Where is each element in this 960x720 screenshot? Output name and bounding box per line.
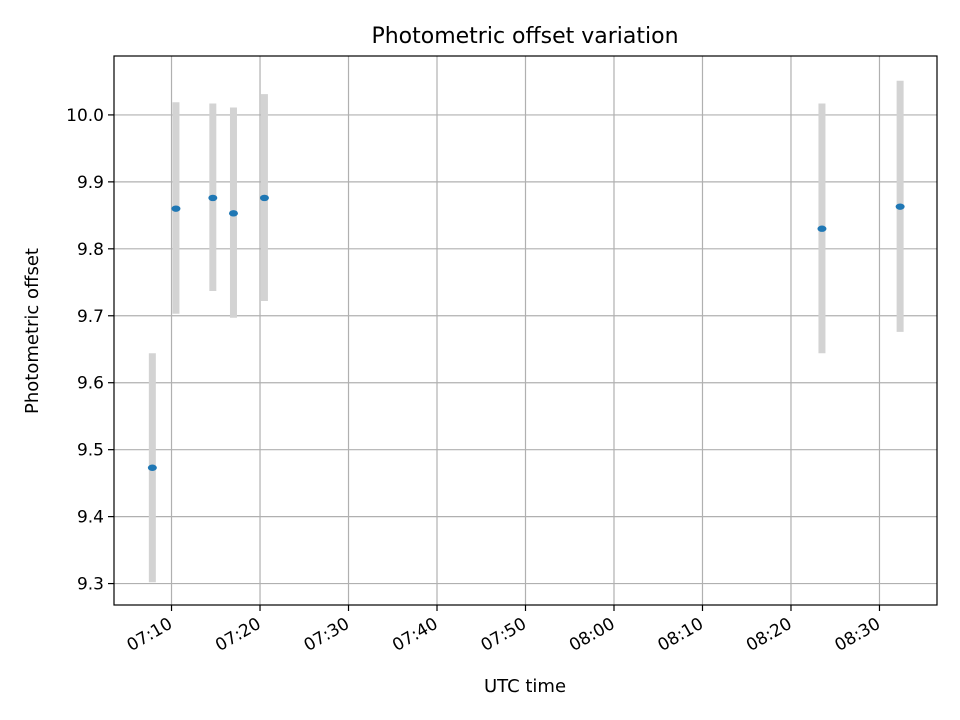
data-point xyxy=(147,464,157,471)
data-point xyxy=(228,210,238,217)
data-point xyxy=(259,194,269,202)
y-axis-label: Photometric offset xyxy=(22,248,43,414)
x-axis-label: UTC time xyxy=(484,676,566,697)
y-tick-label: 9.5 xyxy=(77,441,104,461)
y-tick-label: 10.0 xyxy=(66,106,104,126)
chart-title: Photometric offset variation xyxy=(371,24,678,49)
data-point xyxy=(895,203,905,210)
y-tick-label: 9.4 xyxy=(77,508,104,528)
y-tick-label: 9.8 xyxy=(77,240,104,260)
y-tick-label: 9.3 xyxy=(77,575,104,595)
y-axis-ticks: 9.3 9.4 9.5 9.6 9.7 9.8 9.9 10.0 xyxy=(66,106,114,595)
data-point xyxy=(817,225,827,232)
data-points xyxy=(147,194,905,471)
y-tick-label: 9.7 xyxy=(77,307,104,327)
y-tick-label: 9.6 xyxy=(77,374,104,394)
data-point xyxy=(208,194,218,202)
data-point xyxy=(171,205,181,212)
y-tick-label: 9.9 xyxy=(77,173,104,193)
grid xyxy=(114,56,937,605)
